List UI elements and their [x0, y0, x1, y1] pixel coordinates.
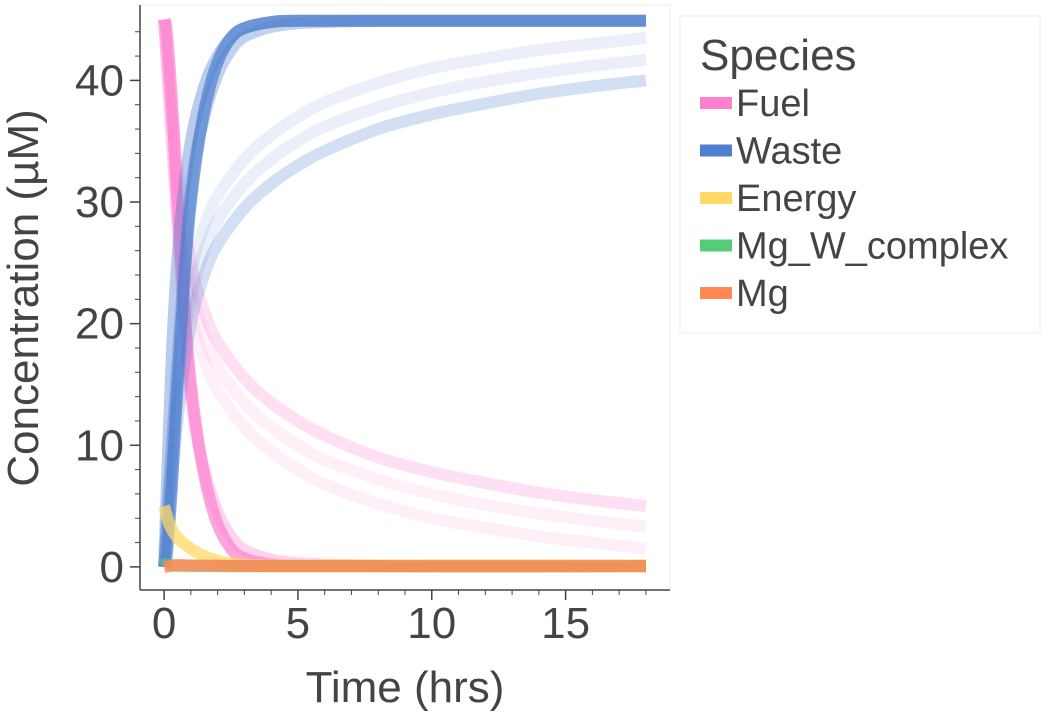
legend-swatch-mg-w-complex [700, 239, 732, 252]
x-minor-ticks [190, 590, 647, 595]
legend-swatch-fuel [700, 97, 732, 109]
x-ticks: 0 5 10 15 [152, 590, 590, 648]
legend-swatch-mg [700, 287, 732, 299]
series-line-waste-9 [158, 14, 646, 571]
y-tick-label: 10 [75, 421, 124, 470]
legend-entries: Fuel Waste Energy Mg_W_complex Mg [700, 83, 1008, 315]
y-minor-ticks [135, 31, 140, 544]
legend-swatch-energy [700, 192, 732, 204]
legend-box [679, 15, 1041, 334]
x-axis-title: Time (hrs) [306, 663, 505, 712]
x-tick-label: 15 [541, 599, 590, 648]
y-tick-label: 0 [100, 543, 124, 592]
y-tick-label: 40 [75, 56, 124, 105]
y-tick-label: 30 [75, 178, 124, 227]
legend-label-energy: Energy [736, 178, 856, 220]
legend-label-mg-w-complex: Mg_W_complex [736, 226, 1008, 268]
x-tick-label: 10 [407, 599, 456, 648]
legend-label-mg: Mg [736, 273, 789, 315]
series-line-mg-13 [163, 559, 646, 573]
legend-swatch-waste [700, 144, 732, 157]
y-ticks: 0 10 20 30 40 [75, 56, 140, 592]
x-tick-label: 0 [152, 599, 176, 648]
series-group [158, 14, 647, 573]
x-tick-label: 5 [286, 599, 310, 648]
legend-label-waste: Waste [736, 131, 842, 173]
plot-area [139, 4, 671, 591]
y-tick-label: 20 [75, 300, 124, 349]
legend-label-fuel: Fuel [736, 83, 810, 125]
series-line-waste-5 [158, 74, 647, 568]
legend-title: Species [700, 31, 857, 80]
legend: Species Fuel Waste Energy Mg_W_complex Mg [679, 15, 1041, 334]
y-axis-title: Concentration (µM) [0, 109, 48, 486]
series-line-waste-10 [158, 14, 646, 568]
